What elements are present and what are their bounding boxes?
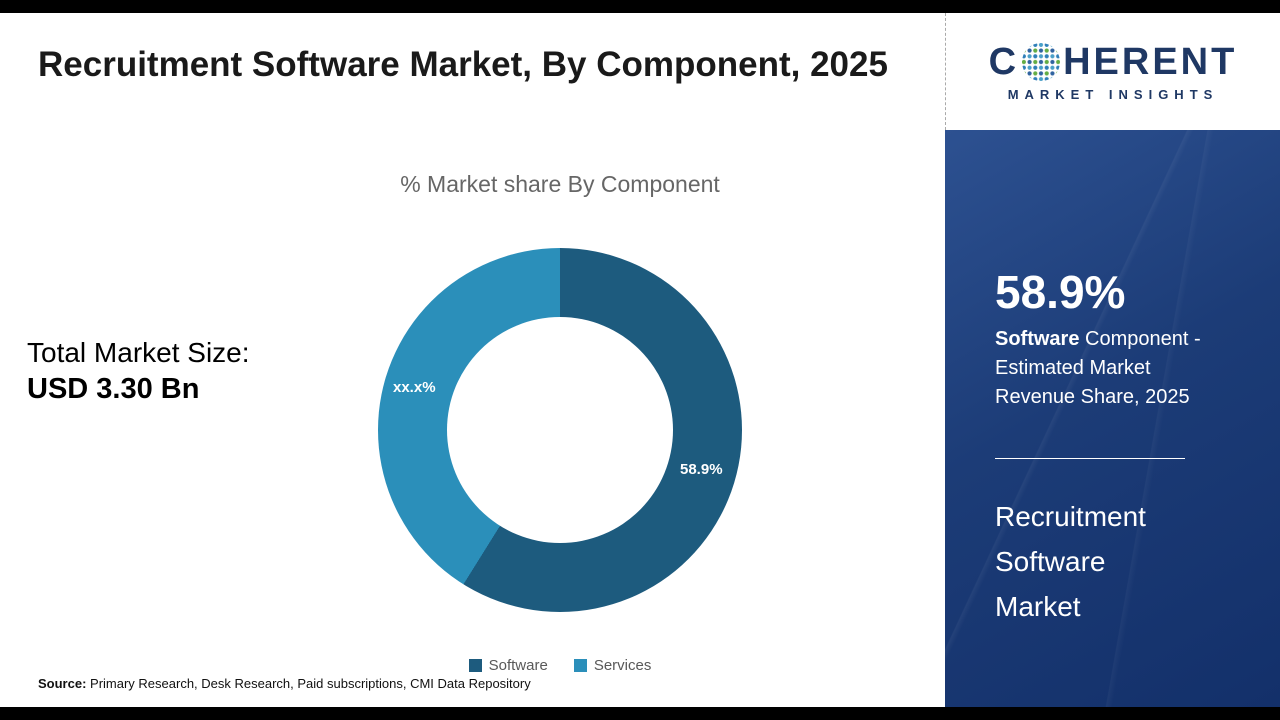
legend-label-services: Services: [593, 657, 652, 674]
logo-subtitle: MARKET INSIGHTS: [1007, 86, 1219, 102]
legend-item-services: Services: [573, 657, 652, 674]
donut-chart: 58.9% xx.x%: [378, 248, 742, 612]
source-text: Primary Research, Desk Research, Paid su…: [86, 676, 531, 691]
sidebar-highlight-description: Software Component - Estimated Market Re…: [995, 325, 1223, 412]
main-chart-area: Recruitment Software Market, By Componen…: [0, 13, 945, 707]
donut-label-services: xx.x%: [393, 379, 436, 396]
total-market-size-block: Total Market Size: USD 3.30 Bn: [27, 335, 250, 409]
legend-swatch: [468, 659, 482, 672]
donut-hole: [447, 317, 673, 543]
legend-label-software: Software: [488, 657, 548, 674]
chart-legend: Software Services: [160, 657, 960, 674]
sidebar-highlight-rest: Component - Estimated Market Revenue Sha…: [995, 328, 1201, 408]
sidebar-highlight-bold: Software: [995, 328, 1080, 350]
top-border-bar: [0, 0, 1280, 13]
sidebar-panel: 58.9% Software Component - Estimated Mar…: [945, 130, 1280, 707]
brand-logo: C HERENT: [989, 42, 1238, 82]
source-line: Source: Primary Research, Desk Research,…: [38, 676, 531, 691]
brand-logo-box: C HERENT MARKET INSIGHTS: [945, 13, 1280, 130]
logo-brand-prefix: C: [988, 40, 1020, 83]
sidebar-divider: [995, 458, 1185, 459]
chart-title: % Market share By Component: [400, 171, 720, 197]
logo-brand-suffix: HERENT: [1063, 40, 1238, 83]
bottom-border-bar: [0, 707, 1280, 720]
sidebar-market-name: Recruitment Software Market: [995, 501, 1146, 622]
coherent-globe-icon: [1022, 42, 1061, 81]
legend-swatch: [573, 659, 587, 672]
legend-item-software: Software: [468, 657, 548, 674]
sidebar-highlight-value: 58.9%: [995, 266, 1126, 318]
total-market-size-value: USD 3.30 Bn: [27, 373, 200, 406]
page-title: Recruitment Software Market, By Componen…: [38, 45, 888, 84]
total-market-size-label: Total Market Size:: [27, 337, 250, 368]
donut-label-software: 58.9%: [680, 461, 723, 478]
source-label: Source:: [38, 676, 87, 691]
